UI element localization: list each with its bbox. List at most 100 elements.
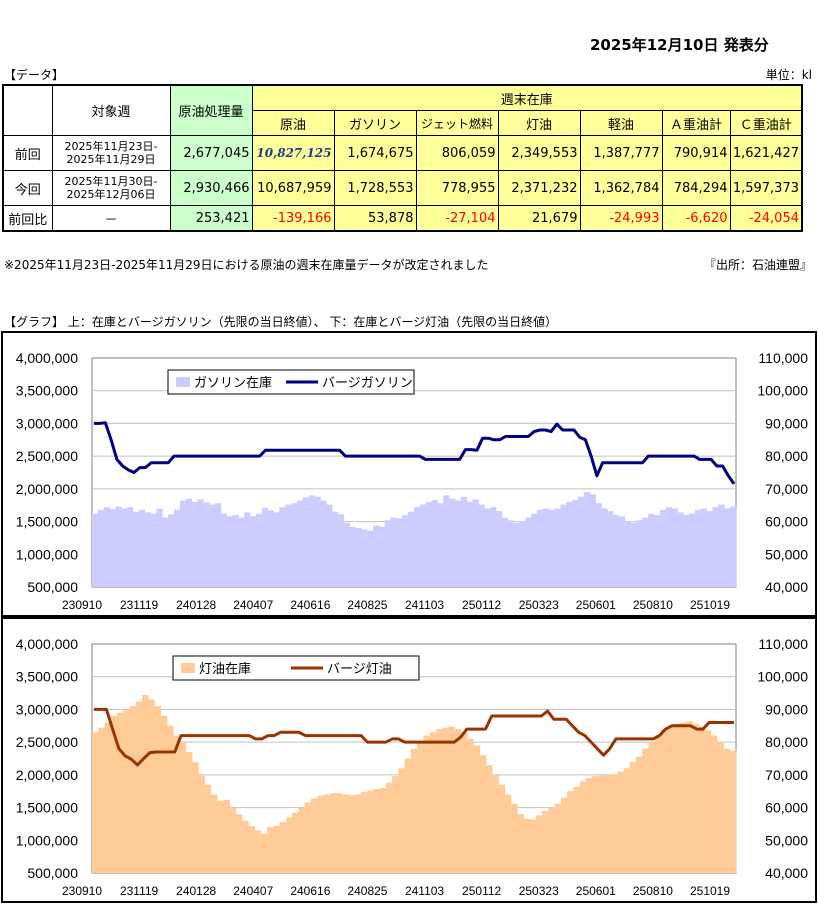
product-header: ガソリン [333, 110, 417, 136]
y-left-tick-label: 3,000,000 [16, 701, 78, 717]
stock-value: 1,621,427 [729, 135, 803, 171]
stock-bar [248, 825, 255, 873]
stock-bar [117, 712, 124, 873]
stock-value: 1,674,675 [333, 135, 417, 171]
product-header: 軽油 [579, 110, 663, 136]
stock-bar [700, 508, 708, 587]
stock-bar [435, 729, 443, 873]
stock-bar [121, 508, 128, 587]
stock-bar [323, 794, 330, 873]
x-tick-label: 251019 [690, 884, 730, 898]
stock-bar [523, 818, 531, 873]
y-left-tick-label: 3,000,000 [16, 415, 78, 431]
stock-bar [519, 521, 526, 587]
unit-label: 単位：kl [765, 68, 812, 82]
stock-bar [154, 706, 162, 873]
crude-run-value: 2,930,466 [169, 170, 253, 206]
stock-value: 784,294 [661, 170, 731, 206]
stock-diff: -6,620 [661, 205, 731, 232]
stock-bar [710, 735, 718, 873]
period-end: 2025年12月06日 [66, 188, 156, 201]
stock-bar [560, 797, 568, 873]
stock-bar [498, 784, 506, 873]
row-label: 今回 [2, 170, 53, 206]
stock-diff: -24,993 [579, 205, 663, 232]
diff-period: － [51, 205, 171, 232]
corner-cell [2, 84, 53, 136]
stock-bar [618, 516, 626, 587]
stock-bar [115, 506, 122, 587]
stock-bar [392, 776, 399, 873]
stock-bar [454, 729, 462, 873]
period-cell: 2025年11月23日- 2025年11月29日 [51, 135, 171, 171]
x-tick-label: 241103 [405, 598, 444, 612]
product-header-row: 原油 ガソリン ジェット燃料 灯油 軽油 Ａ重油計 Ｃ重油計 [3, 110, 803, 136]
stock-bar [507, 520, 514, 587]
stock-bar [504, 794, 512, 873]
stock-diff: -27,104 [415, 205, 499, 232]
stock-bar [472, 499, 479, 587]
table-row: 今回 2025年11月30日- 2025年12月06日 2,930,466 10,… [2, 170, 803, 206]
stock-bar [604, 774, 612, 873]
stock-bar [613, 515, 620, 587]
y-left-tick-label: 2,500,000 [16, 734, 78, 750]
x-tick-label: 240616 [290, 598, 330, 612]
stock-bar [317, 795, 324, 873]
x-tick-label: 250601 [576, 884, 616, 898]
y-left-tick-label: 500,000 [27, 579, 78, 595]
stock-bar [261, 507, 269, 587]
source-note: 『出所：石油連盟』 [703, 258, 812, 272]
stock-bar [214, 503, 222, 587]
stock-bar [92, 732, 99, 873]
stock-bar [204, 784, 212, 873]
stock-bar [250, 516, 257, 587]
stock-bar [238, 517, 245, 587]
stock-bar [198, 774, 205, 873]
y-right-tick-label: 110,000 [758, 350, 808, 366]
stock-bar [490, 507, 497, 587]
stock-bar [279, 821, 287, 873]
stock-bar [273, 512, 280, 587]
stock-bar [209, 504, 216, 587]
y-left-tick-label: 1,500,000 [16, 800, 78, 816]
stock-bar [298, 807, 305, 873]
y-left-tick-label: 1,000,000 [16, 546, 78, 562]
stock-bar [648, 742, 656, 873]
stock-bar [585, 778, 593, 873]
stock-bar [423, 735, 431, 873]
stock-bar [135, 701, 143, 873]
stock-bar [173, 735, 180, 873]
stock-bar [349, 526, 356, 587]
stock-bar [217, 801, 224, 873]
stock-bar [595, 503, 602, 587]
stock-bar [723, 748, 731, 873]
y-right-tick-label: 110,000 [758, 636, 808, 652]
stock-bar [408, 511, 415, 587]
stock-bar [255, 513, 263, 587]
stock-bar [129, 706, 137, 873]
stock-bar [410, 748, 418, 873]
stock-bar [695, 509, 702, 587]
stock-bar [160, 715, 168, 873]
stock-bar [685, 721, 693, 873]
kerosene-chart-svg: 500,000 40,000 1,000,000 50,000 1,500,000 60,… [16, 636, 809, 898]
stock-bar [302, 497, 310, 587]
stock-value: 1,597,373 [729, 170, 803, 206]
stock-bar [567, 791, 574, 873]
stock-value: 806,059 [415, 135, 499, 171]
x-tick-label: 250601 [576, 598, 616, 612]
stock-bar [598, 775, 606, 873]
stock-bar [127, 507, 134, 587]
stock-bar [572, 499, 579, 587]
stock-bar [717, 742, 724, 873]
stock-bar [724, 508, 731, 587]
stock-bar [384, 520, 391, 587]
stock-bar [624, 521, 632, 587]
stock-bar [479, 755, 487, 873]
week-header: 対象週 [51, 84, 171, 136]
stock-bar [304, 802, 312, 873]
stock-bar [235, 814, 243, 873]
stock-bar [560, 504, 567, 587]
y-right-tick-label: 40,000 [765, 865, 808, 881]
y-left-tick-label: 2,000,000 [16, 481, 78, 497]
